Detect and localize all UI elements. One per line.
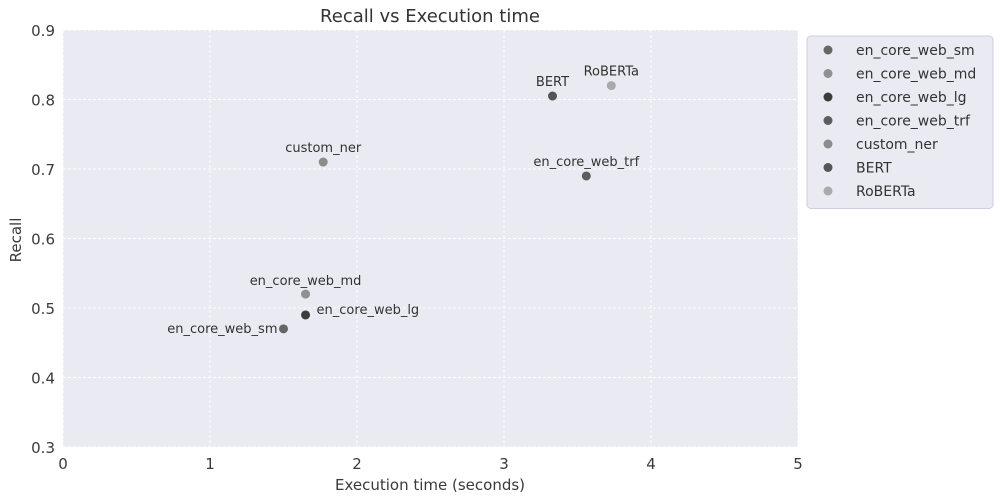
legend-box — [806, 35, 994, 209]
legend: en_core_web_sm en_core_web_md en_core_web_… — [806, 35, 994, 209]
legend-label: custom_ner — [856, 137, 938, 153]
legend-marker — [823, 116, 833, 125]
point-annotation: en_core_web_trf — [533, 155, 639, 170]
data-point-bert — [548, 91, 558, 101]
point-annotation: en_core_web_sm — [167, 322, 277, 337]
y-tick-label: 0.8 — [31, 92, 55, 110]
legend-marker — [823, 186, 833, 196]
data-point-en-core-web-sm — [279, 324, 288, 334]
y-axis-label: Recall — [7, 218, 25, 263]
x-axis-ticks: 0 1 2 3 4 5 — [58, 455, 803, 473]
x-tick-label: 3 — [499, 455, 509, 473]
y-tick-label: 0.9 — [31, 22, 55, 40]
data-point-en-core-web-lg — [301, 310, 311, 320]
y-tick-label: 0.6 — [31, 231, 55, 249]
data-points — [279, 81, 616, 334]
legend-marker — [823, 92, 833, 102]
point-annotation: custom_ner — [285, 141, 362, 156]
chart-title: Recall vs Execution time — [320, 6, 540, 27]
grid-lines — [62, 29, 799, 448]
legend-label: en_core_web_sm — [856, 43, 975, 59]
data-point-roberta — [606, 81, 616, 91]
y-tick-label: 0.7 — [31, 161, 55, 179]
legend-label: en_core_web_lg — [856, 90, 967, 106]
y-axis-ticks: 0.3 0.4 0.5 0.6 0.7 0.8 0.9 — [31, 22, 55, 457]
x-tick-label: 0 — [58, 455, 68, 473]
legend-label: en_core_web_trf — [856, 114, 971, 130]
legend-marker — [823, 139, 833, 149]
legend-marker — [823, 69, 833, 78]
point-annotation: en_core_web_md — [250, 274, 362, 289]
y-tick-label: 0.4 — [31, 370, 55, 388]
legend-label: BERT — [856, 161, 892, 177]
data-point-custom-ner — [318, 157, 328, 167]
legend-marker — [823, 45, 833, 55]
data-point-en-core-web-trf — [581, 171, 591, 181]
x-axis-label: Execution time (seconds) — [335, 476, 525, 494]
x-tick-label: 5 — [793, 455, 803, 473]
point-annotation: BERT — [536, 75, 569, 90]
x-tick-label: 4 — [646, 455, 656, 473]
legend-marker — [823, 163, 833, 172]
x-tick-label: 2 — [352, 455, 362, 473]
data-point-en-core-web-md — [301, 289, 311, 299]
point-annotation: RoBERTa — [584, 65, 639, 80]
x-tick-label: 1 — [205, 455, 215, 473]
point-annotation: en_core_web_lg — [317, 303, 420, 318]
legend-label: RoBERTa — [856, 184, 916, 200]
y-tick-label: 0.5 — [31, 300, 55, 318]
y-tick-label: 0.3 — [31, 439, 55, 457]
legend-label: en_core_web_md — [856, 67, 976, 83]
point-annotations: en_core_web_sm en_core_web_md en_core_web_… — [167, 65, 639, 337]
